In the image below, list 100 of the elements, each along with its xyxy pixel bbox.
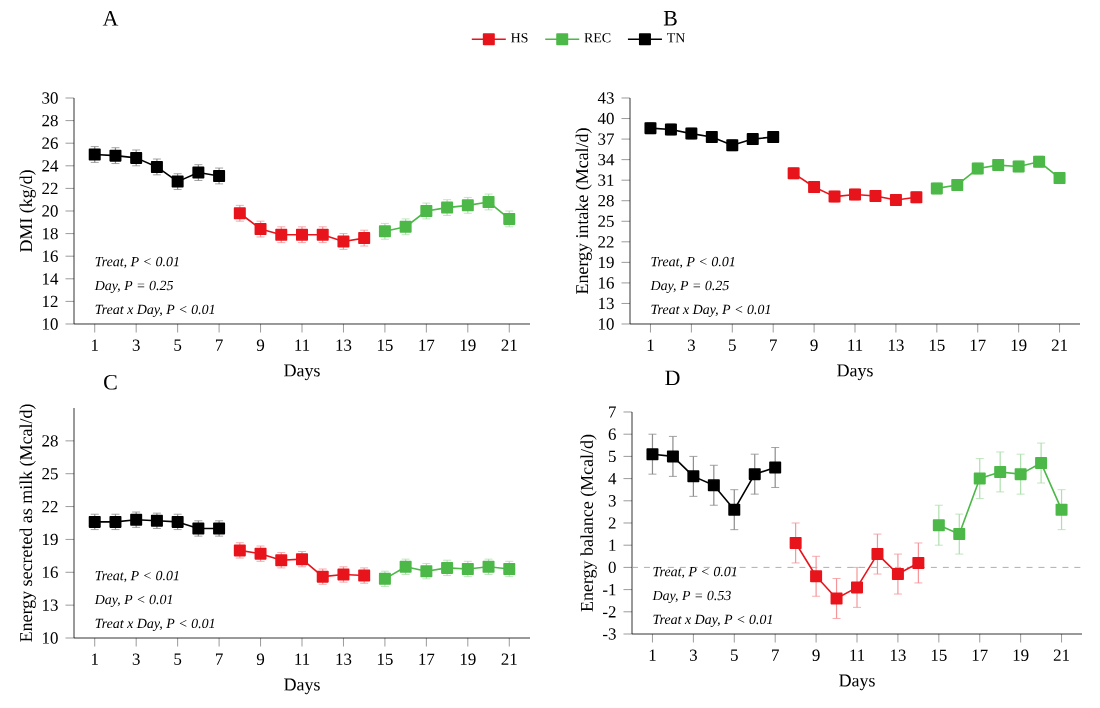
point xyxy=(769,461,782,474)
x-tick-label: 21 xyxy=(501,339,517,351)
point xyxy=(889,194,902,207)
point xyxy=(1053,172,1066,185)
point xyxy=(932,519,945,532)
y-tick-label: 30 xyxy=(42,92,58,104)
point xyxy=(728,503,741,516)
y-tick-label: 28 xyxy=(42,435,58,447)
x-tick-label: 1 xyxy=(649,649,656,661)
y-tick-label: 5 xyxy=(608,450,616,463)
y-tick-label: -2 xyxy=(602,606,616,618)
y-tick-label: 43 xyxy=(597,92,614,104)
x-tick-label: 9 xyxy=(256,653,265,665)
y-tick-label: -1 xyxy=(602,584,616,596)
y-axis-title: Energy intake (Mcal/d) xyxy=(575,128,592,294)
point xyxy=(992,159,1005,172)
x-axis-title: Days xyxy=(839,674,875,691)
x-tick-label: 15 xyxy=(929,339,945,351)
chart-title: C xyxy=(104,374,117,390)
y-tick-label: 22 xyxy=(42,182,58,194)
x-tick-label: 3 xyxy=(132,339,140,351)
y-tick-label: 40 xyxy=(597,112,614,125)
point xyxy=(994,465,1007,478)
chart-title: B xyxy=(663,11,677,26)
x-tick-label: 1 xyxy=(91,653,98,665)
point xyxy=(705,131,718,144)
y-axis-title: Energy balance (Mcal/d) xyxy=(580,434,597,612)
y-tick-label: 25 xyxy=(42,468,58,480)
x-tick-label: 19 xyxy=(460,339,476,351)
chart-title: D xyxy=(665,370,680,386)
y-tick-label: 22 xyxy=(598,236,614,248)
y-tick-label: 10 xyxy=(43,632,58,644)
x-tick-label: 17 xyxy=(970,339,986,351)
point xyxy=(871,548,884,561)
x-tick-label: 7 xyxy=(772,649,779,661)
y-tick-label: 4 xyxy=(608,473,617,485)
point xyxy=(707,479,720,492)
point xyxy=(767,131,780,144)
point xyxy=(1014,468,1027,481)
x-tick-label: 7 xyxy=(770,339,777,351)
x-tick-label: 5 xyxy=(729,339,736,351)
x-tick-label: 15 xyxy=(377,653,393,665)
point xyxy=(869,189,882,202)
y-tick-label: 31 xyxy=(598,174,614,186)
x-tick-label: 1 xyxy=(91,339,98,351)
x-tick-label: 11 xyxy=(848,339,863,351)
y-tick-label: 28 xyxy=(598,195,614,207)
x-tick-label: 3 xyxy=(687,339,695,351)
x-tick-label: 5 xyxy=(731,649,738,661)
point xyxy=(851,581,864,594)
x-tick-label: 19 xyxy=(1013,649,1029,661)
y-axis-title: Energy secreted as milk (Mcal/d) xyxy=(19,404,36,642)
point xyxy=(109,149,122,162)
x-tick-label: 11 xyxy=(850,649,865,661)
y-tick-label: 0 xyxy=(608,561,616,574)
point xyxy=(1055,503,1068,516)
y-tick-label: 19 xyxy=(599,256,614,269)
x-tick-label: 17 xyxy=(419,653,435,665)
point xyxy=(808,181,821,194)
y-tick-label: 14 xyxy=(43,273,59,285)
x-tick-label: 11 xyxy=(295,339,310,351)
x-tick-label: 3 xyxy=(689,649,697,661)
y-tick-label: -3 xyxy=(602,628,616,640)
x-tick-label: 3 xyxy=(132,653,140,665)
point xyxy=(687,470,700,483)
y-tick-label: 19 xyxy=(43,533,58,546)
x-tick-label: 21 xyxy=(501,653,517,665)
y-tick-label: 13 xyxy=(43,599,58,611)
x-tick-label: 13 xyxy=(336,339,352,351)
y-tick-label: 2 xyxy=(608,517,616,529)
point xyxy=(789,536,802,549)
x-tick-label: 13 xyxy=(888,339,904,351)
x-tick-label: 21 xyxy=(1053,649,1069,661)
x-tick-label: 5 xyxy=(174,653,182,665)
x-tick-label: 19 xyxy=(460,653,476,665)
x-axis-title: Days xyxy=(837,364,873,381)
y-tick-label: 16 xyxy=(43,566,58,578)
y-tick-label: 28 xyxy=(42,114,58,127)
x-tick-label: 17 xyxy=(419,339,435,351)
x-tick-label: 17 xyxy=(972,649,988,661)
point xyxy=(646,448,659,461)
point xyxy=(748,468,761,481)
x-tick-label: 19 xyxy=(1011,339,1027,351)
point xyxy=(830,592,843,605)
y-tick-label: 10 xyxy=(599,318,614,330)
y-tick-label: 18 xyxy=(43,227,58,240)
x-tick-label: 9 xyxy=(812,649,820,661)
x-tick-label: 15 xyxy=(377,339,393,351)
y-tick-label: 3 xyxy=(608,495,616,507)
y-tick-label: 16 xyxy=(43,250,58,262)
y-tick-label: 34 xyxy=(598,153,615,166)
y-tick-label: 13 xyxy=(599,297,614,310)
y-tick-label: 1 xyxy=(609,539,616,551)
x-tick-label: 7 xyxy=(215,339,223,351)
x-tick-label: 9 xyxy=(810,339,818,351)
x-tick-label: 13 xyxy=(336,653,352,665)
x-tick-label: 11 xyxy=(295,653,310,665)
point xyxy=(973,472,986,485)
y-tick-label: 20 xyxy=(42,205,58,217)
x-tick-label: 9 xyxy=(256,339,265,351)
